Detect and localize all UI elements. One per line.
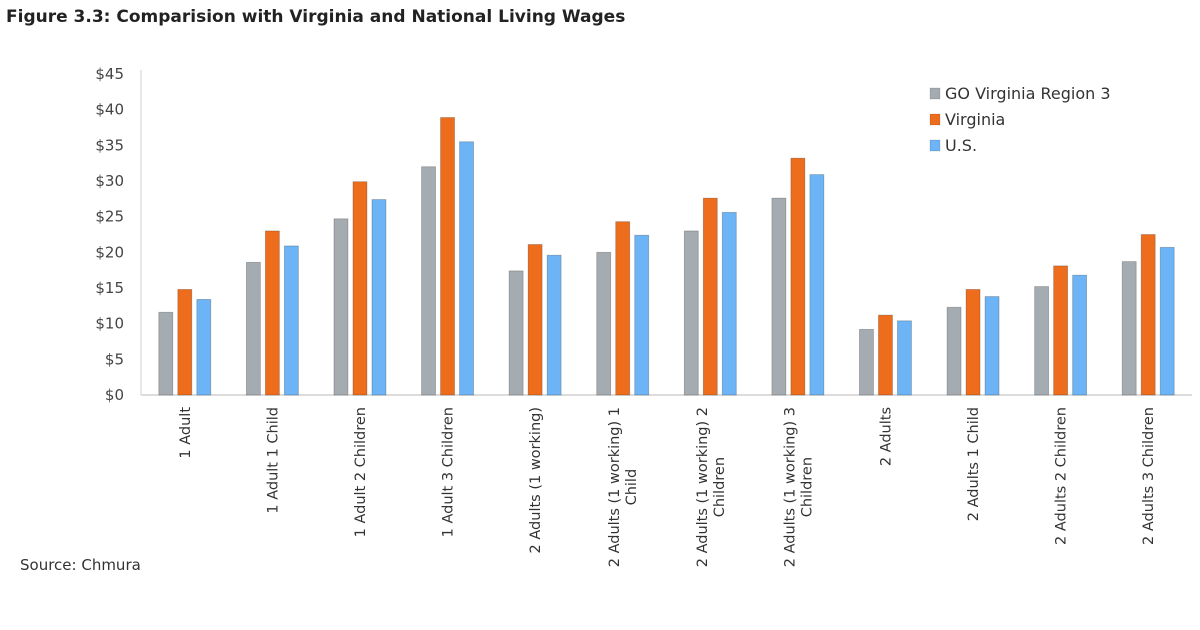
bar [245,261,261,396]
legend-label: GO Virginia Region 3 [945,84,1111,103]
x-tick-label: 2 Adults 1 Child [966,407,982,521]
chart-source: Source: Chmura [20,556,141,574]
bar [596,251,612,396]
y-tick-label: $40 [95,101,124,119]
x-tick-label: 2 Adults 3 Children [1141,407,1157,545]
bar [790,157,806,396]
bar [196,299,212,396]
bar [1140,234,1156,396]
bar [352,181,368,396]
bar [634,234,650,396]
bar [333,218,349,396]
x-tick-label: 1 Adult 1 Child [265,407,281,514]
bar [1072,274,1088,396]
x-tick-label: 1 Adult 2 Children [353,407,369,537]
legend-swatch [929,113,941,126]
bar [1034,286,1050,396]
x-tick-label: 2 Adults 2 Children [1054,407,1070,545]
bar [508,270,524,396]
x-tick-label: 1 Adult [178,407,194,459]
bar [984,296,1000,396]
bar [965,289,981,396]
bar [371,199,387,396]
y-tick-label: $15 [95,279,124,297]
y-tick-label: $25 [95,208,124,226]
bar [546,254,562,396]
y-tick-label: $10 [95,315,124,333]
x-tick-label: 1 Adult 3 Children [441,407,457,537]
x-tick-label: Children [712,457,728,517]
bar [459,141,474,396]
bar [1053,265,1069,396]
bar [859,328,874,396]
bar [771,197,787,396]
x-tick-label: 2 Adults (1 working) 1 [607,407,623,567]
x-tick-label: Child [624,469,640,506]
bar [1159,246,1175,396]
bar [283,245,299,396]
bar [721,211,737,396]
y-tick-label: $35 [95,136,124,154]
y-tick-label: $20 [95,243,124,261]
bar [440,117,455,396]
bar [158,311,174,396]
legend-swatch [929,87,941,100]
x-tick-label: Children [799,457,815,517]
bar [615,221,631,396]
bar [264,230,280,396]
y-tick-label: $30 [95,172,124,190]
x-tick-label: 2 Adults (1 working) [528,407,544,553]
bar [421,166,436,396]
bar [878,314,893,396]
bar [683,230,699,396]
legend-label: Virginia [945,110,1005,129]
bar [527,244,543,396]
bar [946,306,962,396]
y-tick-label: $0 [105,386,124,404]
y-tick-label: $45 [95,65,124,83]
x-tick-label: 2 Adults [878,407,894,466]
y-tick-label: $5 [105,350,124,368]
x-tick-label: 2 Adults (1 working) 3 [782,407,798,567]
x-tick-label: 2 Adults (1 working) 2 [695,407,711,567]
chart-title: Figure 3.3: Comparision with Virginia an… [6,7,626,27]
bar [897,320,912,396]
bar [809,174,825,396]
legend-label: U.S. [945,136,977,155]
bar [1121,261,1137,396]
legend-swatch [929,139,941,152]
bar [177,289,193,396]
bar [702,197,718,396]
